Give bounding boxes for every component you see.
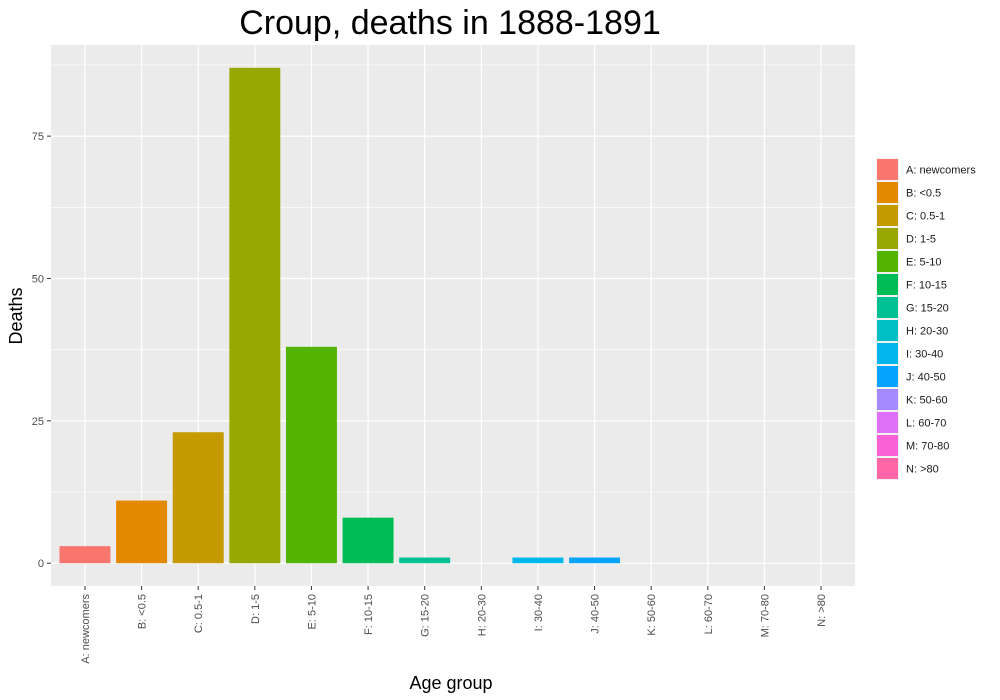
bar: [399, 557, 451, 564]
x-tick-label: C: 0.5-1: [193, 594, 205, 633]
y-axis-title: Deaths: [6, 287, 26, 344]
bar: [229, 67, 281, 564]
bar: [285, 346, 337, 564]
legend-key: [877, 182, 898, 203]
legend-label: K: 50-60: [906, 395, 948, 407]
legend-key: [877, 412, 898, 433]
y-axis-ticks: 0 25 50 75: [32, 131, 51, 570]
legend-key: [877, 251, 898, 272]
legend-label: G: 15-20: [906, 303, 949, 315]
x-tick-label: L: 60-70: [703, 594, 715, 634]
legend-label: M: 70-80: [906, 441, 949, 453]
legend-label: I: 30-40: [906, 349, 943, 361]
x-tick-label: A: newcomers: [80, 594, 92, 664]
bar: [59, 546, 111, 564]
legend-key: [877, 320, 898, 341]
bar: [116, 500, 168, 564]
legend-label: C: 0.5-1: [906, 211, 945, 223]
legend-label: N: >80: [906, 464, 939, 476]
bars-group: [59, 67, 621, 564]
legend-label: H: 20-30: [906, 326, 948, 338]
x-tick-label: F: 10-15: [363, 594, 375, 635]
legend-label: L: 60-70: [906, 418, 946, 430]
bar: [172, 432, 224, 564]
legend: A: newcomers B: <0.5 C: 0.5-1 D: 1-5 E: 5-10…: [876, 158, 976, 480]
legend-key: [877, 389, 898, 410]
legend-key: [877, 228, 898, 249]
x-tick-label: I: 30-40: [533, 594, 545, 631]
x-tick-label: H: 20-30: [476, 594, 488, 636]
x-tick-label: K: 50-60: [646, 594, 658, 636]
x-tick-label: G: 15-20: [420, 594, 432, 637]
legend-label: A: newcomers: [906, 165, 976, 177]
x-axis-ticks: A: newcomers B: <0.5 C: 0.5-1 D: 1-5 E: 5-10…: [80, 586, 828, 664]
y-tick-label: 50: [32, 273, 44, 285]
legend-label: E: 5-10: [906, 257, 941, 269]
x-axis-title: Age group: [409, 673, 492, 693]
y-tick-label: 0: [38, 558, 44, 570]
legend-key: [877, 159, 898, 180]
bar: [512, 557, 564, 564]
plot-panel: [51, 45, 855, 586]
legend-key: [877, 458, 898, 479]
legend-key: [877, 297, 898, 318]
x-tick-label: N: >80: [816, 594, 828, 627]
y-tick-label: 25: [32, 416, 44, 428]
bar: [569, 557, 621, 564]
x-tick-label: E: 5-10: [306, 594, 318, 629]
x-tick-label: M: 70-80: [759, 594, 771, 637]
legend-label: D: 1-5: [906, 234, 936, 246]
y-tick-label: 75: [32, 131, 44, 143]
x-tick-label: B: <0.5: [137, 594, 149, 629]
legend-key: [877, 343, 898, 364]
legend-label: J: 40-50: [906, 372, 946, 384]
legend-label: B: <0.5: [906, 188, 941, 200]
x-tick-label: J: 40-50: [590, 594, 602, 634]
legend-key: [877, 435, 898, 456]
legend-key: [877, 366, 898, 387]
chart-title: Croup, deaths in 1888-1891: [239, 4, 661, 42]
x-tick-label: D: 1-5: [250, 594, 262, 624]
legend-key: [877, 205, 898, 226]
bar: [342, 517, 394, 564]
legend-key: [877, 274, 898, 295]
legend-label: F: 10-15: [906, 280, 947, 292]
